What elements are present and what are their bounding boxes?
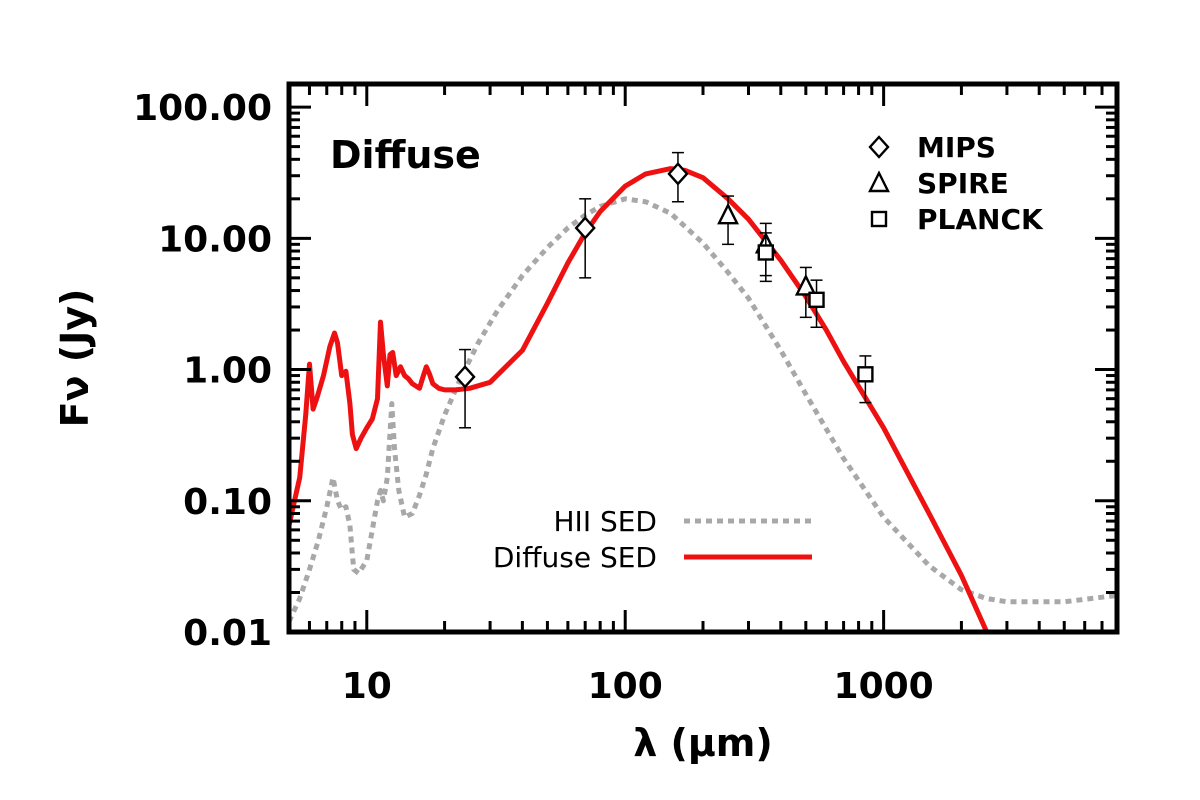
x-tick-label: 100 bbox=[588, 666, 663, 707]
marker-diamond bbox=[574, 216, 596, 240]
y-tick-label: 100.00 bbox=[133, 88, 272, 129]
marker-triangle bbox=[717, 202, 739, 225]
y-tick-label: 0.01 bbox=[183, 613, 272, 654]
line-legend-label-1: Diffuse SED bbox=[493, 541, 657, 574]
series-line-diffuse-sed bbox=[289, 166, 990, 632]
marker-square bbox=[808, 291, 825, 309]
marker-diamond bbox=[454, 365, 476, 389]
legend-label-spire: SPIRE bbox=[917, 167, 1009, 200]
data-point-mips-2 bbox=[667, 151, 689, 203]
panel-label: Diffuse bbox=[330, 133, 481, 177]
marker-square bbox=[857, 366, 874, 383]
data-point-mips-0 bbox=[454, 348, 476, 429]
x-axis-title: λ (μm) bbox=[633, 721, 773, 765]
data-point-mips-1 bbox=[574, 198, 596, 279]
marker-diamond bbox=[667, 162, 689, 186]
x-tick-label: 1000 bbox=[834, 666, 934, 707]
plot-area bbox=[289, 151, 1117, 632]
legend-marker-mips bbox=[868, 135, 890, 159]
axes bbox=[286, 81, 1120, 635]
legend-marker-planck bbox=[870, 210, 888, 228]
data-point-planck-2 bbox=[857, 355, 874, 404]
y-tick-label: 1.00 bbox=[183, 351, 272, 392]
legend-label-mips: MIPS bbox=[917, 131, 996, 164]
marker-square bbox=[757, 244, 775, 261]
data-point-planck-1 bbox=[808, 279, 825, 329]
data-point-spire-0 bbox=[717, 195, 739, 246]
y-axis-title: Fν (Jy) bbox=[53, 289, 97, 428]
data-point-spire-2 bbox=[794, 266, 817, 319]
legend-label-planck: PLANCK bbox=[917, 203, 1044, 236]
y-tick-label: 0.10 bbox=[183, 482, 272, 523]
x-tick-label: 10 bbox=[342, 666, 392, 707]
y-tick-label: 10.00 bbox=[158, 219, 272, 260]
legend-marker-spire bbox=[868, 170, 890, 193]
data-point-planck-0 bbox=[757, 232, 775, 283]
marker-triangle bbox=[794, 273, 817, 296]
labels: 10 100 1000 0.01 0.10 1.00 10.00 100.00 λ (μm) Fν… bbox=[53, 88, 934, 765]
line-legend-label-0: HII SED bbox=[554, 505, 658, 538]
